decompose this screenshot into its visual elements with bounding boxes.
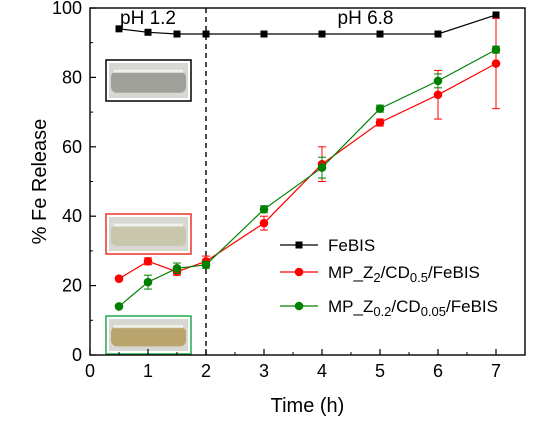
x-tick-label: 5	[375, 361, 385, 381]
data-point-1	[375, 118, 385, 127]
mp-z2-vial-photo	[105, 213, 192, 255]
febis-vial-photo	[105, 59, 192, 102]
x-tick-label: 1	[143, 361, 153, 381]
data-point-0	[144, 28, 152, 36]
legend-marker	[295, 241, 303, 249]
data-point-2	[201, 260, 211, 270]
x-tick-label: 3	[259, 361, 269, 381]
data-point-0	[492, 11, 500, 19]
legend-label-1: MP_Z2/CD0.5/FeBIS	[328, 263, 480, 285]
y-tick-label: 20	[62, 276, 82, 296]
legend-text: /FeBIS	[428, 263, 480, 282]
data-point-0	[260, 30, 268, 38]
mp-z02-vial-photo	[105, 315, 192, 355]
y-tick-label: 0	[72, 345, 82, 365]
legend-text: MP_Z	[328, 263, 373, 282]
x-tick-label: 2	[201, 361, 211, 381]
x-tick-label: 0	[85, 361, 95, 381]
legend-label-2: MP_Z0.2/CD0.05/FeBIS	[328, 297, 498, 319]
inset-vial-contents	[111, 225, 186, 246]
data-point-1	[433, 90, 443, 100]
x-axis-title: Time (h)	[271, 395, 345, 417]
data-point-0	[115, 25, 123, 33]
x-tick-label: 4	[317, 361, 327, 381]
data-point-2	[114, 302, 124, 311]
inset-vial-highlight	[114, 325, 183, 329]
legend-marker	[294, 301, 304, 311]
data-point-0	[376, 30, 384, 38]
y-tick-label: 100	[52, 0, 82, 18]
y-tick-label: 80	[62, 67, 82, 87]
legend-text: MP_Z	[328, 297, 373, 316]
legend-label-0: FeBIS	[328, 236, 375, 255]
x-tick-label: 7	[491, 361, 501, 381]
legend-subscript: 2	[373, 270, 380, 285]
inset-vial-highlight	[114, 69, 183, 73]
y-axis-title: % Fe Release	[29, 119, 51, 245]
x-tick-label: 6	[433, 361, 443, 381]
legend-subscript: 0.5	[410, 270, 428, 285]
data-point-0	[173, 30, 181, 38]
data-point-2	[143, 277, 153, 287]
legend-marker	[294, 267, 304, 277]
inset-vial-contents	[111, 71, 186, 93]
legend-text: /FeBIS	[446, 297, 498, 316]
legend-text: /CD	[391, 297, 420, 316]
legend-text: /CD	[381, 263, 410, 282]
data-point-2	[259, 204, 269, 214]
data-point-1	[259, 218, 269, 228]
data-point-2	[317, 163, 327, 172]
inset-vial-highlight	[114, 223, 183, 227]
data-point-2	[491, 45, 501, 54]
data-point-2	[375, 104, 385, 113]
data-point-0	[318, 30, 326, 38]
y-tick-label: 40	[62, 206, 82, 226]
plot-area: pH 1.2 pH 6.8 0 1 2 3 4 5 6 7 0 20 40 60 80 100 Time (h)…	[29, 0, 526, 417]
region-label-ph68: pH 6.8	[338, 8, 394, 29]
data-point-1	[143, 257, 153, 266]
region-label-ph12: pH 1.2	[120, 8, 176, 29]
data-point-2	[433, 76, 443, 86]
data-point-1	[491, 59, 501, 68]
y-tick-label: 60	[62, 137, 82, 157]
data-point-2	[172, 263, 182, 273]
data-point-1	[114, 274, 124, 283]
legend-subscript: 0.2	[373, 304, 391, 319]
data-point-0	[202, 30, 210, 38]
data-point-0	[434, 30, 442, 38]
inset-vial-contents	[111, 326, 186, 347]
legend-subscript: 0.05	[421, 304, 446, 319]
